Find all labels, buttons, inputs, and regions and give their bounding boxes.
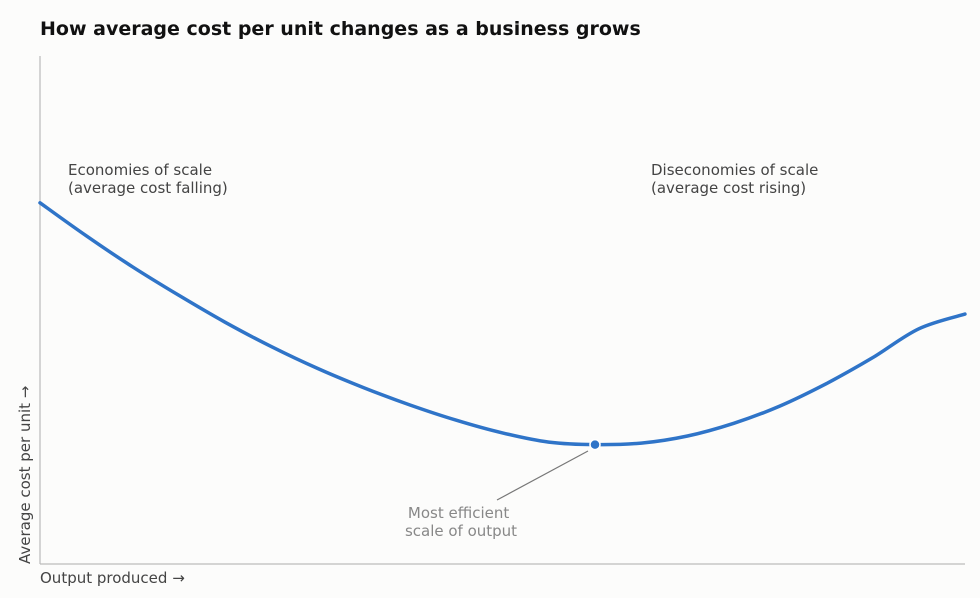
annotation-efficient-line1: Most efficient	[408, 504, 509, 522]
x-axis-label: Output produced →	[40, 569, 185, 587]
annotation-efficient: Most efficient scale of output	[405, 504, 517, 540]
minimum-point-marker	[589, 438, 601, 451]
annotation-diseconomies-line2: (average cost rising)	[651, 179, 806, 197]
chart-title: How average cost per unit changes as a b…	[40, 18, 641, 40]
series-line-0	[38, 201, 967, 447]
annotation-efficient-line2: scale of output	[405, 522, 517, 540]
annotation-leader-line	[496, 450, 589, 501]
annotation-diseconomies-line1: Diseconomies of scale	[651, 161, 818, 179]
annotation-economies-line1: Economies of scale	[68, 161, 212, 179]
annotation-economies-line2: (average cost falling)	[68, 179, 228, 197]
y-axis-label: Average cost per unit →	[16, 386, 34, 564]
series-layer	[38, 201, 967, 451]
annotation-diseconomies: Diseconomies of scale (average cost risi…	[651, 161, 823, 197]
annotation-economies: Economies of scale (average cost falling…	[68, 161, 228, 197]
